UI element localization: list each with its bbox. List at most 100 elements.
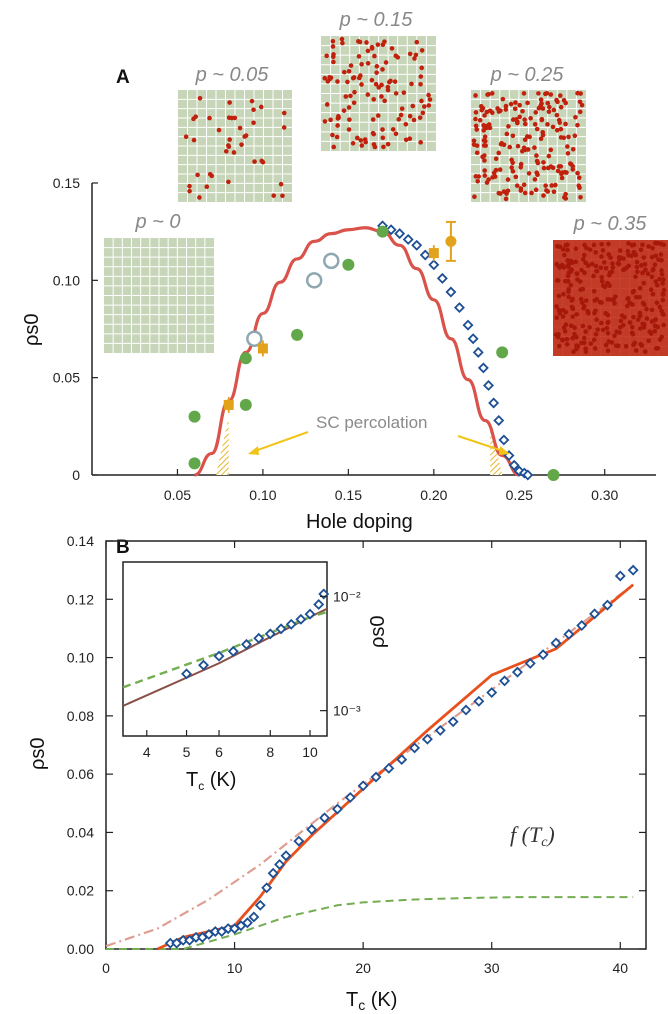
dopant-dot — [426, 92, 431, 98]
dopant-dot — [571, 349, 576, 354]
dopant-dot — [350, 140, 356, 146]
dopant-dot — [351, 100, 357, 106]
dopant-dot — [328, 117, 333, 123]
dopant-dot — [506, 124, 511, 129]
blue-diamond-point — [589, 608, 601, 620]
dopant-dot — [369, 46, 375, 51]
green-dot-point — [188, 410, 201, 423]
green-dot-point — [547, 469, 560, 481]
dopant-dot — [642, 262, 648, 267]
dopant-dot — [561, 97, 567, 103]
dopant-dot — [545, 189, 551, 194]
dopant-dot — [223, 149, 229, 154]
dopant-dot — [603, 311, 609, 316]
dopant-dot — [419, 98, 424, 104]
y-tick-label: 0.02 — [67, 883, 94, 899]
dopant-dot — [507, 144, 513, 150]
dopant-dot — [557, 265, 562, 270]
dopant-dot — [498, 141, 504, 147]
y-tick-label: 0.15 — [53, 175, 80, 191]
dopant-dot — [593, 332, 599, 337]
dopant-dot — [422, 104, 427, 109]
dopant-dot — [341, 108, 347, 113]
dopant-dot — [568, 323, 574, 328]
dopant-dot — [331, 52, 336, 57]
y-tick-label: 0.14 — [67, 533, 94, 549]
dopant-dot — [281, 125, 287, 130]
gold-square-point — [428, 248, 439, 259]
dopant-dot — [626, 241, 631, 246]
dopant-dot — [579, 300, 585, 306]
dopant-dot — [580, 286, 586, 292]
dopant-dot — [485, 92, 490, 97]
dopant-dot — [335, 123, 340, 128]
dopant-dot — [653, 253, 659, 259]
dopant-dot — [197, 195, 202, 200]
dopant-dot — [534, 153, 539, 158]
x-tick-label: 0.10 — [249, 487, 276, 503]
dopant-dot — [588, 341, 594, 347]
dopant-dot — [652, 262, 658, 267]
dopant-dot — [659, 268, 664, 273]
dopant-dot — [412, 56, 417, 61]
blue-diamond-point — [499, 675, 511, 687]
dopant-dot — [390, 127, 396, 132]
panel-b-chart: 0 10 20 30 40 0.00 0.02 0.04 0.06 0.08 0.10 0.12 0.… — [27, 533, 647, 1013]
dopant-dot — [597, 299, 603, 305]
lattice-label: p ~ 0.05 — [195, 64, 270, 86]
inset-x-tick-label: 5 — [183, 744, 191, 760]
lattice-label: p ~ 0.15 — [339, 9, 414, 31]
dopant-dot — [476, 174, 482, 179]
dopant-dot — [556, 293, 562, 299]
dopant-dot — [418, 82, 423, 87]
dopant-dot — [517, 102, 522, 108]
dopant-dot — [491, 170, 497, 176]
dopant-dot — [565, 247, 570, 253]
blue-diamond-point — [331, 803, 343, 815]
blue-diamond-point — [241, 638, 252, 650]
dopant-dot — [563, 121, 568, 127]
dopant-dot — [633, 274, 638, 280]
blue-diamond-point — [483, 379, 494, 391]
dopant-dot — [635, 269, 640, 275]
dopant-dot — [559, 171, 564, 177]
dopant-dot — [599, 241, 604, 247]
dopant-dot — [414, 39, 420, 45]
dopant-dot — [551, 189, 557, 195]
dopant-dot — [565, 144, 570, 149]
dopant-dot — [482, 158, 487, 163]
dopant-dot — [489, 110, 495, 116]
dopant-dot — [601, 260, 607, 265]
green-dot-point — [239, 398, 252, 411]
dopant-dot — [637, 326, 643, 331]
dopant-dot — [497, 167, 503, 172]
dopant-dot — [381, 144, 386, 150]
dopant-dot — [550, 165, 556, 171]
dopant-dot — [547, 104, 552, 110]
lattice-tile-4 — [553, 240, 668, 356]
dopant-dot — [227, 137, 232, 142]
dopant-dot — [395, 55, 401, 60]
blue-diamond-point — [434, 724, 446, 736]
dopant-dot — [605, 330, 611, 336]
dopant-dot — [545, 122, 550, 127]
dopant-dot — [623, 344, 629, 349]
dopant-dot — [614, 329, 619, 334]
dopant-dot — [661, 242, 666, 248]
dopant-dot — [373, 81, 379, 87]
dopant-dot — [586, 310, 591, 316]
inset-y-label: ρs0 — [367, 616, 389, 649]
x-tick-label: 0.20 — [420, 487, 447, 503]
blue-diamond-point — [383, 762, 395, 774]
dopant-dot — [558, 104, 564, 110]
blue-diamond-point — [627, 564, 639, 576]
dopant-dot — [375, 113, 381, 118]
dopant-dot — [593, 263, 599, 269]
blue-diamond-point — [498, 434, 510, 446]
dopant-dot — [592, 298, 598, 303]
dopant-dot — [582, 242, 587, 248]
x-tick-label: 20 — [355, 960, 371, 976]
blue-diamond-point — [248, 911, 260, 923]
blue-diamond-point — [524, 657, 536, 669]
dopant-dot — [634, 259, 640, 265]
